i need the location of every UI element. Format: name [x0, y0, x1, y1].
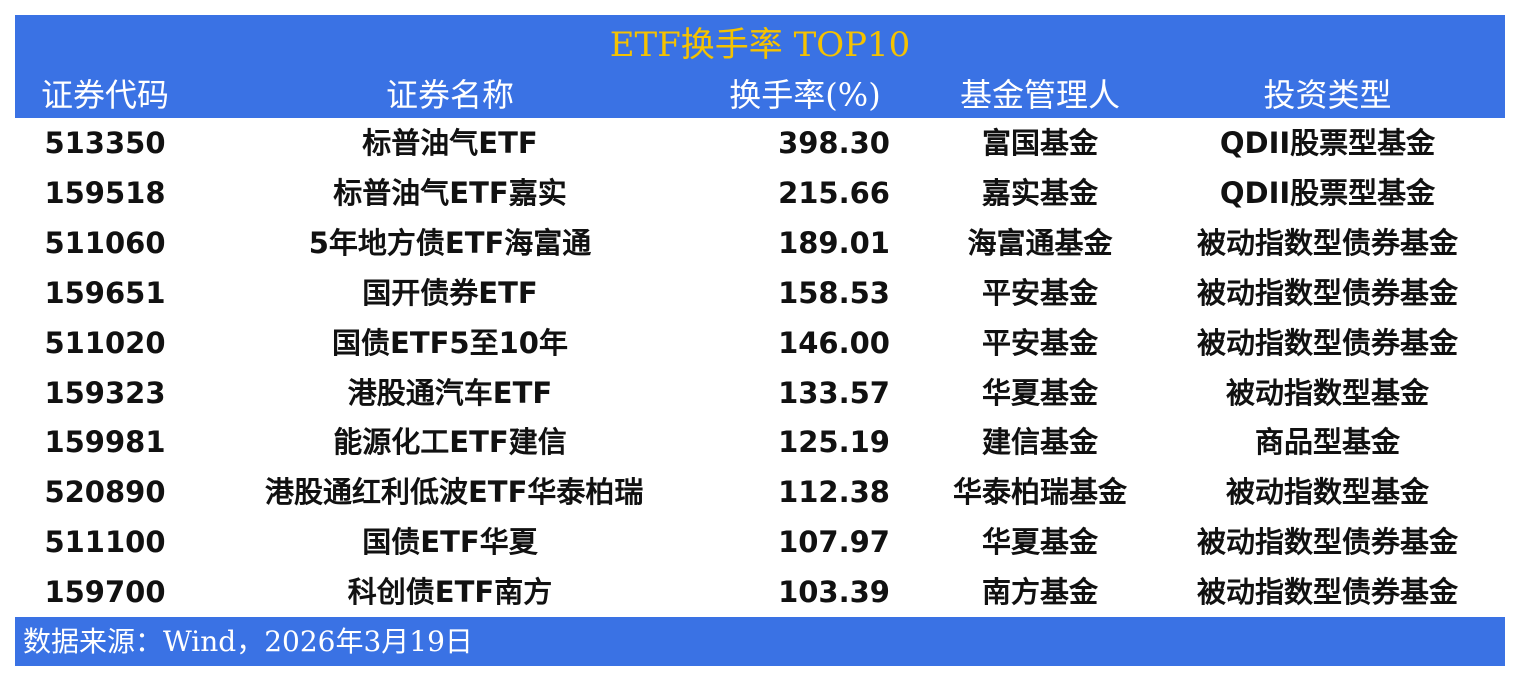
cell-code: 511100 — [44, 525, 166, 560]
cell-manager: 华夏基金 — [981, 525, 1098, 560]
cell-name: 能源化工ETF建信 — [333, 425, 567, 460]
cell-name: 科创债ETF南方 — [347, 575, 553, 610]
table-row: 159981 能源化工ETF建信 125.19 建信基金 商品型基金 — [15, 417, 1505, 467]
cell-name: 港股通汽车ETF — [347, 375, 553, 410]
cell-manager: 嘉实基金 — [981, 175, 1098, 210]
cell-type: 被动指数型基金 — [1225, 475, 1429, 510]
cell-name: 标普油气ETF — [362, 126, 538, 160]
column-header-row: 证券代码 证券名称 换手率(%) 基金管理人 投资类型 — [15, 73, 1505, 117]
cell-manager: 平安基金 — [981, 275, 1098, 310]
table-title: ETF换手率 TOP10 — [609, 25, 911, 65]
cell-manager: 富国基金 — [981, 126, 1098, 160]
table-row: 511060 5年地方债ETF海富通 189.01 海富通基金 被动指数型债券基金 — [15, 218, 1505, 268]
cell-name: 国开债券ETF — [362, 275, 538, 310]
table-row: 511020 国债ETF5至10年 146.00 平安基金 被动指数型债券基金 — [15, 318, 1505, 368]
cell-type: 被动指数型债券基金 — [1196, 275, 1458, 310]
column-header-turnover: 换手率(%) — [729, 76, 881, 114]
column-header-code: 证券代码 — [40, 76, 169, 114]
cell-type: 被动指数型债券基金 — [1196, 325, 1458, 360]
cell-type: 商品型基金 — [1254, 425, 1400, 460]
table-row: 159323 港股通汽车ETF 133.57 华夏基金 被动指数型基金 — [15, 368, 1505, 418]
cell-name: 国债ETF华夏 — [362, 525, 538, 560]
cell-name: 国债ETF5至10年 — [332, 325, 568, 360]
table-row: 511100 国债ETF华夏 107.97 华夏基金 被动指数型债券基金 — [15, 517, 1505, 567]
cell-turnover: 146.00 — [778, 325, 890, 360]
cell-code: 511060 — [44, 225, 166, 260]
cell-turnover: 215.66 — [778, 175, 890, 210]
table-row: 159651 国开债券ETF 158.53 平安基金 被动指数型债券基金 — [15, 268, 1505, 318]
cell-manager: 平安基金 — [981, 325, 1098, 360]
cell-name: 5年地方债ETF海富通 — [308, 225, 592, 260]
cell-type: 被动指数型债券基金 — [1196, 525, 1458, 560]
column-header-manager: 基金管理人 — [959, 76, 1120, 114]
cell-turnover: 158.53 — [778, 275, 890, 310]
source-note: 数据来源：Wind，2026年3月19日 — [23, 625, 473, 658]
table-body: 513350 标普油气ETF 398.30 富国基金 QDII股票型基金 159518 标普… — [15, 118, 1505, 617]
source-footer: 数据来源：Wind，2026年3月19日 — [15, 617, 1505, 666]
cell-code: 159981 — [44, 425, 166, 460]
table-header-banner: ETF换手率 TOP10 证券代码 证券名称 换手率(%) 基金管理人 投资类型 — [15, 15, 1505, 118]
cell-code: 513350 — [44, 126, 166, 160]
table-row: 513350 标普油气ETF 398.30 富国基金 QDII股票型基金 — [15, 118, 1505, 168]
table-row: 520890 港股通红利低波ETF华泰柏瑞 112.38 华泰柏瑞基金 被动指数型基金 — [15, 467, 1505, 517]
cell-type: 被动指数型债券基金 — [1196, 225, 1458, 260]
cell-turnover: 125.19 — [778, 425, 890, 460]
cell-code: 520890 — [44, 475, 166, 510]
column-header-name: 证券名称 — [385, 76, 514, 114]
cell-turnover: 398.30 — [778, 126, 890, 160]
table-row: 159700 科创债ETF南方 103.39 南方基金 被动指数型债券基金 — [15, 567, 1505, 617]
cell-manager: 华泰柏瑞基金 — [952, 475, 1127, 510]
cell-manager: 建信基金 — [981, 425, 1098, 460]
cell-turnover: 133.57 — [778, 375, 890, 410]
cell-turnover: 107.97 — [778, 525, 890, 560]
cell-type: 被动指数型债券基金 — [1196, 575, 1458, 610]
cell-manager: 海富通基金 — [967, 225, 1113, 260]
cell-type: 被动指数型基金 — [1225, 375, 1429, 410]
cell-code: 159700 — [44, 575, 166, 610]
cell-code: 159651 — [44, 275, 166, 310]
cell-code: 159323 — [44, 375, 166, 410]
cell-type: QDII股票型基金 — [1219, 126, 1436, 160]
cell-code: 511020 — [44, 325, 166, 360]
cell-code: 159518 — [44, 175, 166, 210]
column-header-type: 投资类型 — [1263, 76, 1392, 114]
cell-name: 港股通红利低波ETF华泰柏瑞 — [265, 475, 644, 510]
cell-turnover: 112.38 — [778, 475, 890, 510]
table-row: 159518 标普油气ETF嘉实 215.66 嘉实基金 QDII股票型基金 — [15, 168, 1505, 218]
cell-manager: 南方基金 — [981, 575, 1098, 610]
cell-name: 标普油气ETF嘉实 — [333, 175, 567, 210]
cell-manager: 华夏基金 — [981, 375, 1098, 410]
cell-type: QDII股票型基金 — [1219, 175, 1436, 210]
cell-turnover: 103.39 — [778, 575, 890, 610]
cell-turnover: 189.01 — [778, 225, 890, 260]
